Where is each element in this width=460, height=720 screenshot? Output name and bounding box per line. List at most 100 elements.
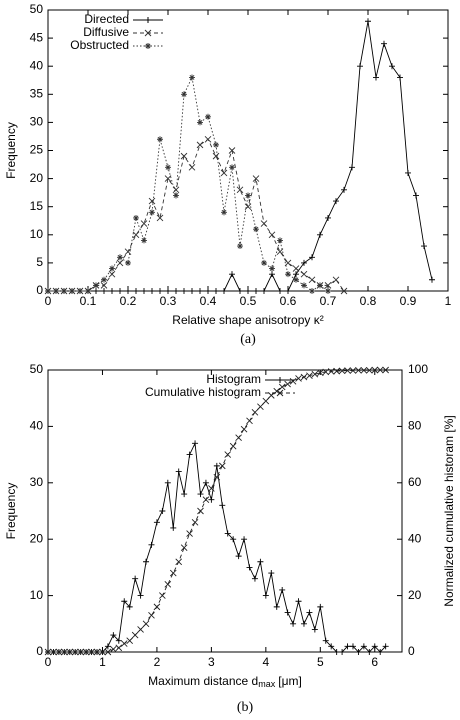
data-point xyxy=(341,186,347,193)
data-point xyxy=(230,536,237,543)
x-tick-label: 0.6 xyxy=(280,294,297,308)
data-point xyxy=(236,186,244,194)
legend-label: Directed xyxy=(84,12,129,26)
data-point xyxy=(224,530,231,537)
data-point xyxy=(371,643,378,650)
data-point xyxy=(309,254,315,261)
y-tick-label: 30 xyxy=(30,115,44,129)
data-point xyxy=(327,368,335,375)
data-point xyxy=(219,502,226,509)
y-tick-label: 10 xyxy=(30,227,44,241)
data-point xyxy=(131,631,139,639)
data-point xyxy=(126,637,134,645)
x-tick-label: 0.4 xyxy=(200,294,217,308)
x-tick-label: 0.5 xyxy=(240,294,257,308)
data-point xyxy=(164,479,171,486)
data-point xyxy=(306,609,313,616)
data-point xyxy=(333,649,340,655)
data-point xyxy=(141,288,147,294)
y-tick-label: 15 xyxy=(30,199,44,213)
data-point xyxy=(262,397,270,405)
data-point xyxy=(333,367,340,375)
x-tick-label: 3 xyxy=(208,655,215,669)
data-point xyxy=(325,214,331,221)
data-point xyxy=(268,231,276,239)
data-point xyxy=(365,18,371,25)
data-point xyxy=(93,288,99,294)
data-point xyxy=(180,152,188,160)
x-tick-label: 6 xyxy=(371,655,378,669)
data-point xyxy=(421,243,427,250)
y-tick-label: 5 xyxy=(36,255,43,269)
data-point xyxy=(202,496,210,504)
y-tick-label: 35 xyxy=(30,86,44,100)
data-point xyxy=(45,288,51,294)
data-point xyxy=(125,288,131,294)
y2-tick-label: 40 xyxy=(408,531,422,545)
data-point xyxy=(117,288,123,294)
y-tick-label: 20 xyxy=(30,171,44,185)
data-point xyxy=(308,276,316,284)
data-point xyxy=(99,648,106,656)
data-point xyxy=(69,288,75,294)
data-point xyxy=(148,197,156,205)
data-point xyxy=(181,491,188,498)
data-point xyxy=(261,259,267,266)
x-tick-label: 0.3 xyxy=(160,294,177,308)
data-point xyxy=(322,637,329,644)
x-tick-label: 0.7 xyxy=(320,294,337,308)
legend-label: Diffusive xyxy=(83,25,129,39)
series-line xyxy=(48,441,386,653)
data-point xyxy=(284,259,292,267)
y2-axis-label: Normalized cumulative historam [%] xyxy=(442,415,456,606)
data-point xyxy=(188,164,196,171)
data-point xyxy=(108,270,116,278)
data-point xyxy=(213,288,219,294)
data-point xyxy=(125,259,131,266)
data-point xyxy=(300,373,308,381)
data-point xyxy=(82,648,90,656)
data-point xyxy=(205,113,211,120)
data-point xyxy=(235,553,242,560)
data-point xyxy=(284,609,291,616)
series-line xyxy=(48,369,386,653)
data-point xyxy=(244,203,252,211)
data-point xyxy=(61,288,67,294)
data-point xyxy=(229,164,235,171)
data-point xyxy=(180,544,188,551)
y-tick-label: 40 xyxy=(30,58,44,72)
data-point xyxy=(301,259,307,266)
data-point xyxy=(164,581,172,588)
data-point xyxy=(339,649,346,655)
data-point xyxy=(260,220,268,227)
data-point xyxy=(204,135,212,143)
data-point xyxy=(389,63,395,70)
data-point xyxy=(213,462,220,469)
data-point xyxy=(169,569,177,577)
data-point xyxy=(289,377,297,385)
data-point xyxy=(277,237,283,244)
legend-marker xyxy=(277,377,283,383)
data-point xyxy=(53,288,59,294)
data-point xyxy=(55,648,63,656)
data-point xyxy=(140,220,148,227)
y-axis-label: Frequency xyxy=(4,483,18,540)
data-point xyxy=(124,248,132,255)
x-tick-label: 0.8 xyxy=(360,294,377,308)
data-point xyxy=(141,237,147,244)
data-point xyxy=(317,231,323,238)
data-point xyxy=(153,519,160,526)
y-tick-label: 50 xyxy=(30,2,44,16)
y-tick-label: 25 xyxy=(30,143,44,157)
data-point xyxy=(220,169,228,177)
data-point xyxy=(317,282,323,289)
data-point xyxy=(257,558,264,565)
data-point xyxy=(251,408,259,416)
data-point xyxy=(252,175,260,182)
data-point xyxy=(429,276,435,283)
data-point xyxy=(212,152,220,160)
data-point xyxy=(405,169,411,176)
data-point xyxy=(413,192,419,199)
data-point xyxy=(355,366,362,374)
